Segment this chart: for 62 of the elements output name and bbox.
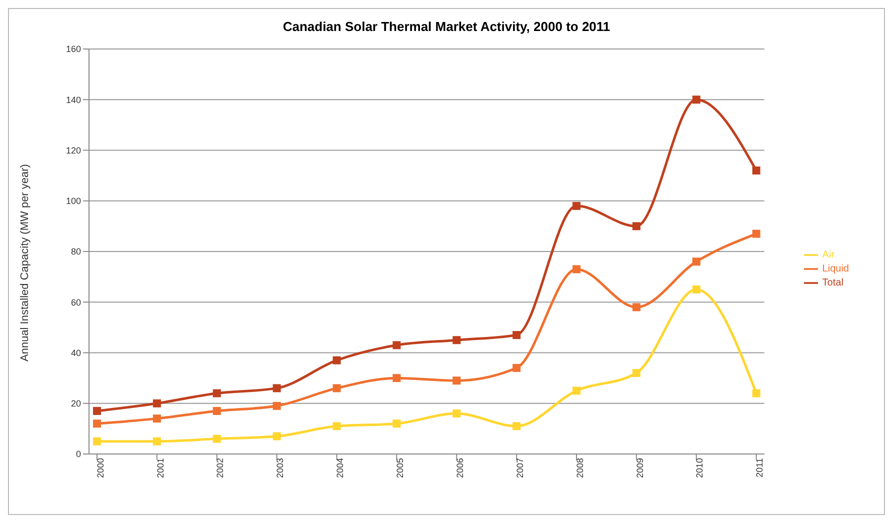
- point: [212, 406, 221, 415]
- point: [212, 434, 221, 443]
- point: [752, 389, 760, 398]
- y-tick-label: 160: [66, 44, 81, 54]
- x-tick-label: 2010: [694, 458, 705, 478]
- point: [392, 374, 401, 382]
- point: [93, 437, 101, 446]
- point: [392, 341, 401, 350]
- point: [572, 202, 580, 210]
- point: [152, 399, 161, 408]
- y-tick-label: 60: [70, 297, 81, 308]
- point: [392, 420, 401, 428]
- chart-title: Canadian Solar Thermal Market Activity, 2000 to 2011: [282, 19, 612, 34]
- point: [93, 420, 101, 428]
- point: [752, 166, 760, 174]
- x-tick-label: 2008: [574, 458, 585, 478]
- y-tick-label: 80: [70, 246, 81, 257]
- y-axis-title: Annual Installed Capacity (MW per year): [18, 164, 31, 362]
- x-tick-label: 2005: [395, 458, 406, 478]
- x-tick-label: 2003: [275, 458, 286, 478]
- x-tick-label: 2001: [155, 458, 166, 478]
- x-tick-label: 2004: [335, 458, 346, 478]
- point: [452, 410, 461, 418]
- point: [632, 222, 640, 230]
- x-tick-label: 2007: [514, 458, 525, 478]
- point: [93, 406, 101, 415]
- point: [152, 437, 161, 446]
- point: [272, 384, 281, 392]
- point: [572, 386, 580, 395]
- point: [452, 376, 461, 385]
- legend-label: Air: [822, 250, 835, 261]
- legend-label: Total: [822, 278, 844, 289]
- point: [332, 422, 341, 430]
- point: [752, 230, 760, 238]
- y-tick-label: 120: [66, 145, 81, 156]
- y-tick-label: 140: [66, 94, 81, 105]
- point: [332, 384, 341, 392]
- y-tick-label: 40: [70, 348, 81, 358]
- point: [512, 364, 521, 372]
- y-tick-label: 20: [70, 398, 81, 409]
- point: [692, 258, 700, 266]
- x-tick-label: 2000: [95, 458, 106, 478]
- point: [692, 96, 700, 104]
- point: [572, 265, 580, 274]
- x-tick-label: 2011: [754, 458, 765, 478]
- point: [152, 414, 161, 423]
- y-tick-label: 100: [66, 196, 81, 206]
- legend-label: Liquid: [822, 264, 849, 275]
- x-tick-label: 2006: [455, 458, 466, 478]
- point: [512, 331, 521, 340]
- point: [632, 303, 640, 312]
- point: [212, 389, 221, 398]
- point: [272, 432, 281, 440]
- point: [512, 422, 521, 430]
- point: [452, 336, 461, 344]
- x-tick-label: 2002: [215, 458, 226, 478]
- point: [632, 369, 640, 377]
- point: [272, 402, 281, 410]
- point: [332, 356, 341, 364]
- y-tick-label: 0: [76, 449, 81, 460]
- point: [692, 285, 700, 294]
- x-tick-label: 2009: [634, 458, 645, 478]
